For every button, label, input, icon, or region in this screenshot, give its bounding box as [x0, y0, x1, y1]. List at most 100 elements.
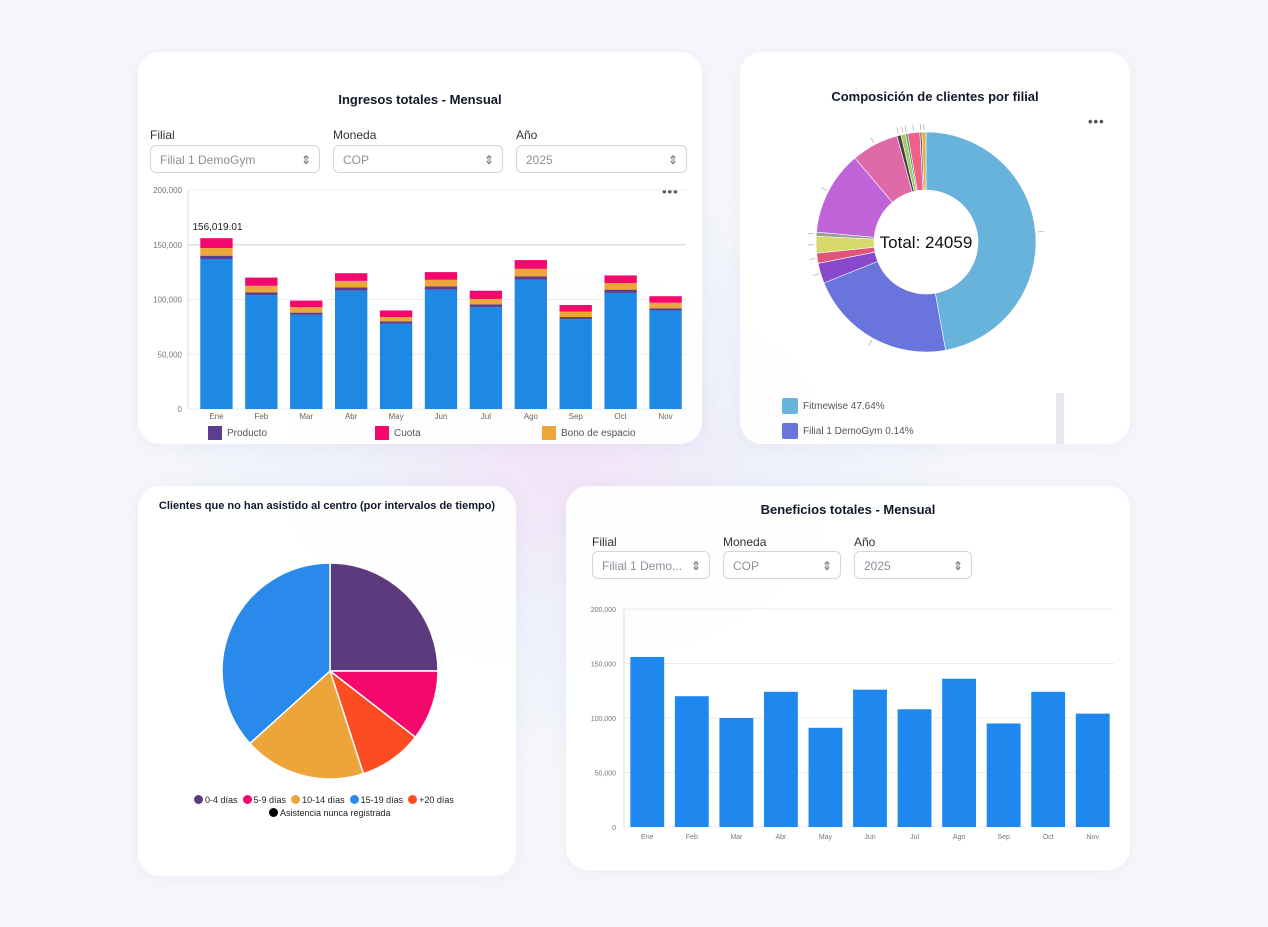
pie-slice: [221, 562, 331, 745]
chevron-updown-icon: ⇕: [483, 153, 494, 167]
bar: [1075, 713, 1110, 827]
donut-leader-line: [904, 125, 907, 132]
profit-chart-title: Beneficios totales - Mensual: [760, 502, 936, 517]
profit-filial-select[interactable]: Filial 1 Demo... ⇕: [592, 551, 710, 579]
chevron-updown-icon: ⇕: [821, 559, 832, 573]
income-legend-cuota[interactable]: Cuota: [375, 426, 421, 440]
bar-segment-producto: [559, 317, 592, 320]
bar-segment-bono-de-espacio: [290, 307, 323, 313]
income-moneda-select[interactable]: COP ⇕: [333, 145, 503, 173]
chevron-updown-icon: ⇕: [690, 559, 701, 573]
donut-leader-line: [1037, 231, 1044, 233]
x-tick-label: Ene: [209, 412, 224, 421]
bar-segment-producto: [379, 321, 413, 324]
income-legend-producto[interactable]: Producto: [208, 426, 267, 440]
profit-chart-card: Beneficios totales - Mensual Filial Fili…: [566, 486, 1130, 870]
legend-dot-icon: [408, 795, 418, 804]
pie-legend-item[interactable]: 5-9 días: [242, 795, 286, 805]
bar-segment-otros: [604, 275, 637, 284]
profit-anio-select[interactable]: 2025 ⇕: [854, 551, 972, 579]
composition-legend-demogym[interactable]: Filial 1 DemoGym 0.14%: [782, 423, 914, 439]
legend-label: 15-19 días: [360, 795, 404, 805]
x-tick-label: Nov: [1087, 834, 1100, 841]
legend-label: 10-14 días: [302, 795, 345, 805]
chevron-updown-icon: ⇕: [952, 559, 963, 573]
bar-segment-producto: [335, 287, 368, 291]
bar-segment-otros: [245, 277, 278, 286]
x-tick-label: Ago: [524, 412, 539, 421]
x-tick-label: Sep: [569, 412, 584, 421]
pie-legend-item[interactable]: 0-4 días: [194, 795, 238, 805]
pie-legend-item[interactable]: Asistencia nunca registrada: [269, 808, 391, 818]
legend-swatch: [782, 398, 798, 414]
income-legend-bono[interactable]: Bono de espacio: [542, 426, 636, 440]
donut-slice: [823, 260, 946, 353]
pie-legend-item[interactable]: 15-19 días: [349, 795, 404, 805]
bar-segment-cuota: [604, 292, 637, 409]
y-tick-label: 100,000: [153, 296, 182, 305]
income-filial-label: Filial: [150, 128, 175, 142]
income-anio-select[interactable]: 2025 ⇕: [516, 145, 687, 173]
legend-label: Asistencia nunca registrada: [280, 808, 391, 818]
chevron-updown-icon: ⇕: [667, 153, 678, 167]
profit-bar-chart: 0 50,000 100,000 150,000 200,000 Ene Feb Mar Abr…: [591, 607, 1114, 841]
donut-leader-line: [809, 258, 816, 260]
bar-segment-producto: [514, 276, 547, 280]
legend-scrollbar[interactable]: [1056, 393, 1064, 444]
legend-label: Cuota: [394, 427, 421, 439]
donut-leader-line: [868, 339, 873, 346]
x-tick-label: May: [819, 834, 833, 841]
profit-anio-label: Año: [854, 535, 876, 549]
bar-segment-otros: [559, 304, 592, 312]
bar: [853, 689, 887, 827]
y-tick-label: 50,000: [595, 771, 617, 778]
y-tick-label: 0: [178, 405, 183, 414]
bar-segment-otros: [424, 272, 458, 280]
pie-legend-item[interactable]: +20 días: [408, 795, 454, 805]
donut-leader-line: [912, 124, 914, 131]
donut-leader-line: [901, 126, 904, 133]
bar: [942, 678, 977, 827]
bar-segment-producto: [649, 308, 682, 311]
bar-segment-otros: [200, 238, 233, 249]
donut-leader-line: [870, 137, 875, 144]
pie-legend-item[interactable]: 10-14 días: [291, 795, 345, 805]
y-tick-label: 200,000: [153, 186, 182, 195]
bar-segment-cuota: [245, 295, 278, 409]
legend-dot-icon: [349, 795, 359, 804]
bar-segment-cuota: [514, 279, 547, 409]
absence-legend-row2: Asistencia nunca registrada: [269, 808, 396, 818]
bar: [1031, 691, 1066, 827]
bar-segment-otros: [379, 310, 413, 318]
bar-segment-otros: [469, 290, 503, 299]
bar-segment-bono-de-espacio: [245, 285, 278, 293]
bar-segment-bono-de-espacio: [514, 268, 547, 277]
profit-moneda-select[interactable]: COP ⇕: [723, 551, 841, 579]
income-anio-label: Año: [516, 128, 538, 142]
x-tick-label: Jun: [435, 412, 448, 421]
bar: [808, 727, 843, 827]
bar-segment-cuota: [379, 323, 413, 409]
bar: [719, 718, 754, 827]
donut-slice: [921, 131, 927, 191]
x-tick-label: Ene: [641, 834, 654, 841]
bar-segment-cuota: [559, 319, 592, 409]
donut-leader-line: [821, 187, 827, 191]
legend-label: Producto: [227, 427, 268, 439]
x-tick-label: Feb: [254, 412, 268, 421]
bar-segment-bono-de-espacio: [649, 302, 682, 309]
legend-label: +20 días: [419, 795, 454, 805]
composition-chart-menu-button[interactable]: •••: [1088, 114, 1105, 129]
income-chart-menu-button[interactable]: •••: [662, 184, 679, 199]
absence-pie-chart: [221, 562, 439, 780]
income-filial-select[interactable]: Filial 1 DemoGym ⇕: [150, 145, 320, 173]
bar: [763, 691, 798, 827]
composition-legend-fitmewise[interactable]: Fitmewise 47.64%: [782, 398, 885, 414]
legend-dot-icon: [291, 795, 301, 804]
bar-segment-bono-de-espacio: [469, 298, 503, 305]
bar-segment-otros: [335, 273, 368, 281]
bar-segment-bono-de-espacio: [379, 317, 413, 322]
legend-label: Bono de espacio: [561, 427, 636, 439]
bar-segment-otros: [649, 296, 682, 303]
bar: [897, 709, 932, 827]
